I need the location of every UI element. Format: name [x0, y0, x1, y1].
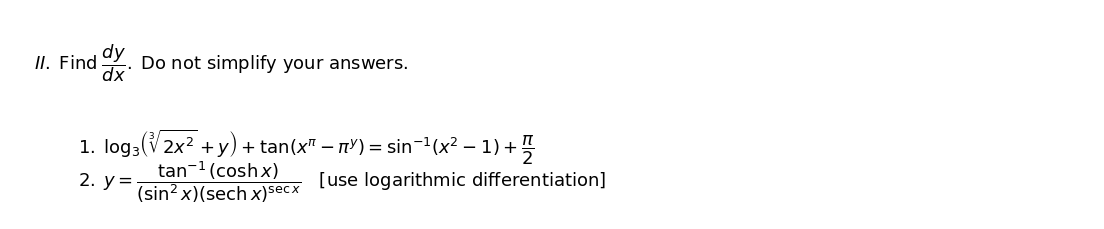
Text: $II.\; \text{Find}\; \dfrac{dy}{dx}.\; \text{Do not simplify your answers.}$: $II.\; \text{Find}\; \dfrac{dy}{dx}.\; \…: [34, 42, 408, 84]
Text: $2.\; y=\dfrac{\tan^{-1}(\cosh x)}{(\sin^2 x)(\mathrm{sech}\, x)^{\sec x}}\quad[: $2.\; y=\dfrac{\tan^{-1}(\cosh x)}{(\sin…: [78, 159, 607, 205]
Text: $1.\; \log_3\!\left(\sqrt[3]{2x^2}+y\right)+\tan\!\left(x^{\pi}-\pi^{y}\right)=\: $1.\; \log_3\!\left(\sqrt[3]{2x^2}+y\rig…: [78, 128, 535, 167]
